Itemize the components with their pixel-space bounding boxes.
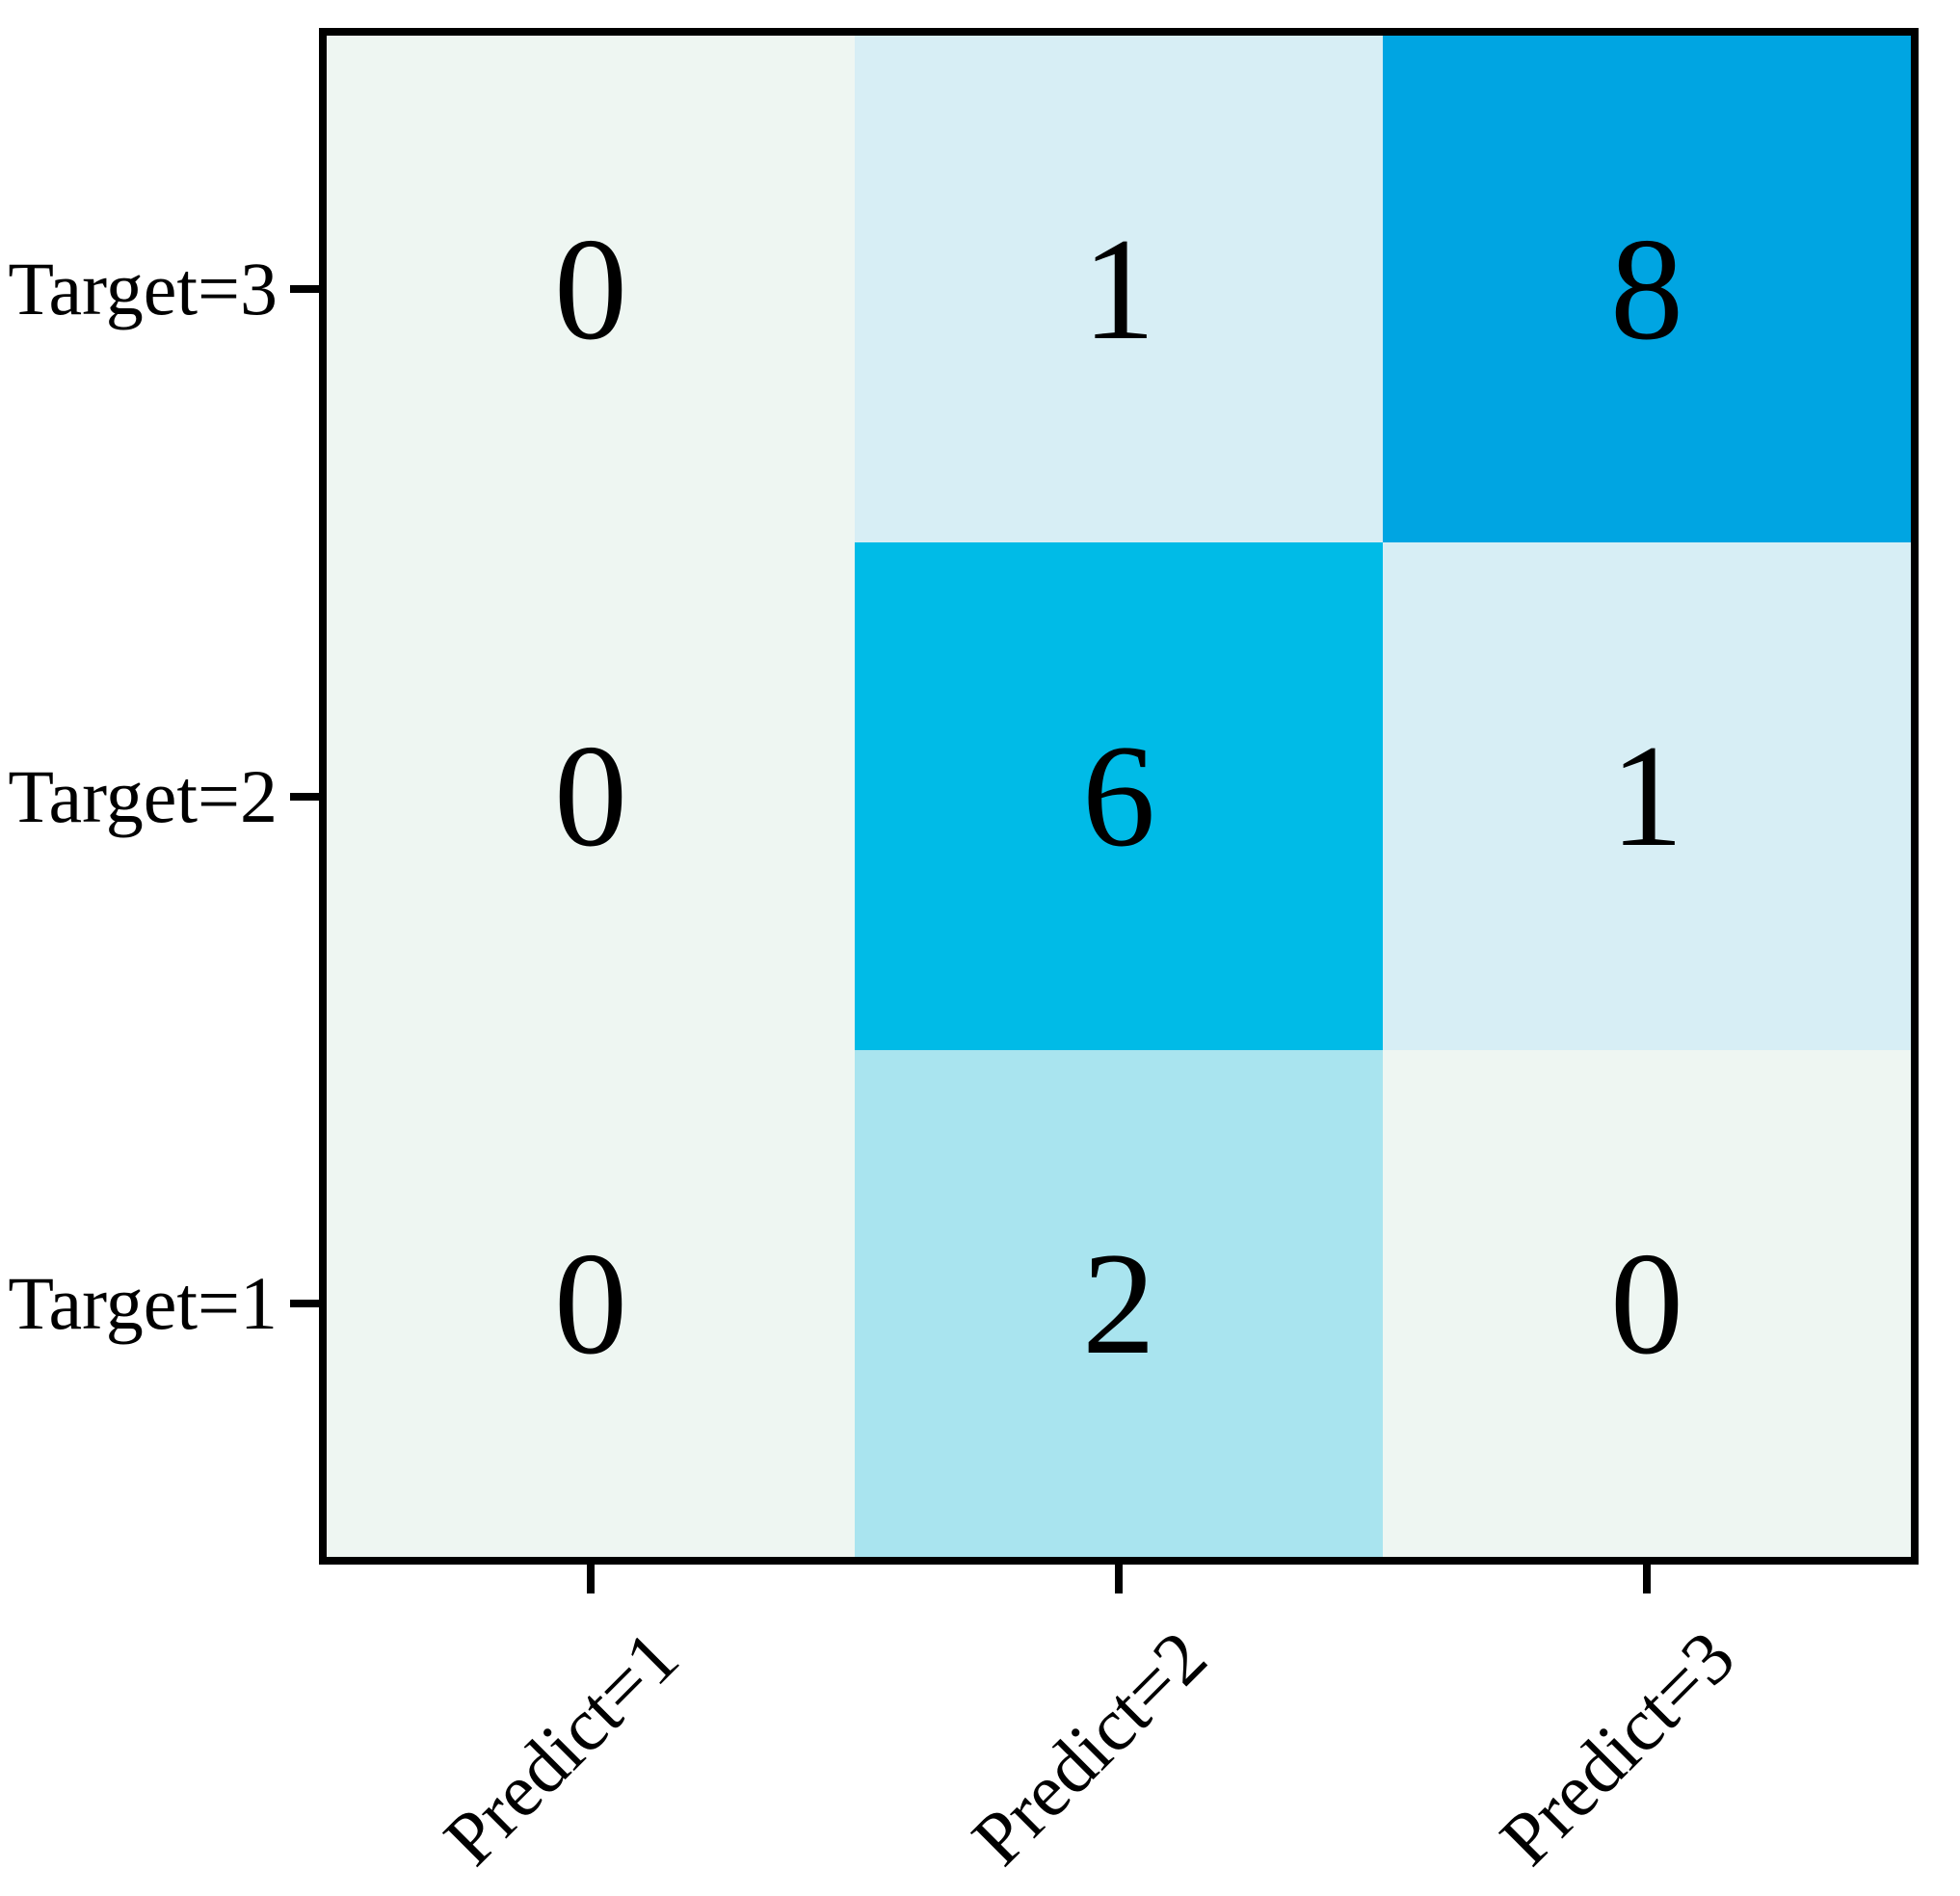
cell-target1-predict1: 0 — [327, 1049, 855, 1557]
y-tick-label-target2: Target=2 — [8, 753, 278, 838]
x-tick-label-predict2: Predict=2 — [955, 1614, 1223, 1882]
cell-value: 6 — [1082, 715, 1155, 878]
cell-value: 1 — [1082, 208, 1155, 371]
cell-value: 0 — [554, 715, 627, 878]
y-tick-label-target3: Target=3 — [8, 247, 278, 331]
cell-target3-predict2: 1 — [855, 36, 1383, 543]
cell-target1-predict2: 2 — [855, 1049, 1383, 1557]
x-tick-mark-predict3 — [1643, 1561, 1651, 1593]
cell-value: 2 — [1082, 1222, 1155, 1384]
cell-value: 0 — [1610, 1222, 1683, 1384]
y-tick-label-target1: Target=1 — [8, 1260, 278, 1345]
cell-value: 0 — [554, 1222, 627, 1384]
cell-target3-predict1: 0 — [327, 36, 855, 543]
x-tick-mark-predict1 — [587, 1561, 595, 1593]
y-tick-mark-target2 — [290, 792, 323, 801]
cell-value: 0 — [554, 208, 627, 371]
x-tick-label-predict1: Predict=1 — [427, 1614, 695, 1882]
x-tick-mark-predict2 — [1115, 1561, 1123, 1593]
heatmap-plot-area: 0 1 8 0 6 1 0 2 0 — [319, 28, 1919, 1565]
cell-target1-predict3: 0 — [1383, 1049, 1911, 1557]
x-tick-label-predict3: Predict=3 — [1483, 1614, 1751, 1882]
cell-value: 1 — [1610, 715, 1683, 878]
y-tick-mark-target1 — [290, 1299, 323, 1307]
y-tick-mark-target3 — [290, 285, 323, 294]
cell-target2-predict2: 6 — [855, 542, 1383, 1050]
cell-target2-predict3: 1 — [1383, 542, 1911, 1050]
cell-value: 8 — [1610, 208, 1683, 371]
cell-target2-predict1: 0 — [327, 542, 855, 1050]
cell-target3-predict3: 8 — [1383, 36, 1911, 543]
